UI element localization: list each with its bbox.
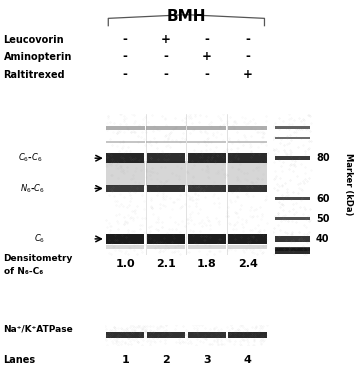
Bar <box>228 332 267 338</box>
Text: Densitometry: Densitometry <box>4 254 73 263</box>
Text: +: + <box>161 33 171 46</box>
Text: Leucovorin: Leucovorin <box>4 34 64 45</box>
Bar <box>146 126 186 130</box>
Text: Aminopterin: Aminopterin <box>4 52 72 62</box>
Text: 40: 40 <box>316 234 329 244</box>
Bar <box>106 332 144 338</box>
Bar <box>275 137 310 139</box>
Text: Marker (kDa): Marker (kDa) <box>344 153 353 215</box>
Text: 1.8: 1.8 <box>197 259 217 269</box>
Bar <box>228 126 267 130</box>
Bar <box>228 161 267 186</box>
Bar <box>105 141 145 143</box>
Text: 50: 50 <box>316 214 329 224</box>
Text: $N_6$-$C_6$: $N_6$-$C_6$ <box>20 182 44 195</box>
Text: BMH: BMH <box>166 9 206 24</box>
Bar <box>187 234 226 244</box>
Bar <box>228 245 267 249</box>
Text: -: - <box>245 50 250 63</box>
Bar <box>275 236 310 242</box>
Bar <box>228 234 267 244</box>
Bar <box>147 332 185 338</box>
Text: -: - <box>123 68 127 81</box>
Bar <box>187 332 226 338</box>
Text: 1: 1 <box>121 355 129 366</box>
Bar <box>187 245 226 249</box>
Text: -: - <box>204 68 209 81</box>
Bar <box>228 141 267 143</box>
Bar <box>275 197 310 200</box>
Bar <box>228 153 267 163</box>
Bar <box>187 141 226 143</box>
Bar <box>147 185 185 192</box>
Text: -: - <box>164 50 168 63</box>
Text: Na⁺/K⁺ATPase: Na⁺/K⁺ATPase <box>4 325 73 334</box>
Bar <box>275 156 310 160</box>
Text: +: + <box>243 68 252 81</box>
Bar <box>228 185 267 192</box>
Text: 2.4: 2.4 <box>238 259 257 269</box>
Bar <box>187 161 226 186</box>
Bar <box>147 245 185 249</box>
Bar <box>105 161 145 186</box>
Text: +: + <box>202 50 212 63</box>
Text: -: - <box>204 33 209 46</box>
Text: Raltitrexed: Raltitrexed <box>4 69 65 80</box>
Text: 4: 4 <box>244 355 252 366</box>
Bar <box>147 234 185 244</box>
Bar <box>105 126 145 130</box>
Bar <box>275 126 310 130</box>
Text: 80: 80 <box>316 153 329 163</box>
Bar <box>106 185 144 192</box>
Bar <box>106 245 144 249</box>
Bar <box>275 248 310 254</box>
Bar <box>275 247 310 251</box>
Text: $C_6$: $C_6$ <box>34 233 45 245</box>
Text: -: - <box>245 33 250 46</box>
Text: 3: 3 <box>203 355 211 366</box>
Text: 2: 2 <box>162 355 170 366</box>
Text: 1.0: 1.0 <box>115 259 135 269</box>
Bar <box>106 153 144 163</box>
Text: 2.1: 2.1 <box>156 259 176 269</box>
Bar <box>187 126 226 130</box>
Text: -: - <box>123 50 127 63</box>
Bar <box>106 234 144 244</box>
Text: -: - <box>164 68 168 81</box>
Text: $C_6$-$C_6$: $C_6$-$C_6$ <box>18 152 42 164</box>
Text: 60: 60 <box>316 193 329 204</box>
Bar <box>275 217 310 221</box>
Bar <box>187 153 226 163</box>
Bar <box>147 153 185 163</box>
Bar <box>146 141 186 143</box>
Text: of N₆-C₆: of N₆-C₆ <box>4 267 43 276</box>
Text: -: - <box>123 33 127 46</box>
Bar <box>146 161 186 186</box>
Text: Lanes: Lanes <box>4 355 36 366</box>
Bar <box>187 185 226 192</box>
